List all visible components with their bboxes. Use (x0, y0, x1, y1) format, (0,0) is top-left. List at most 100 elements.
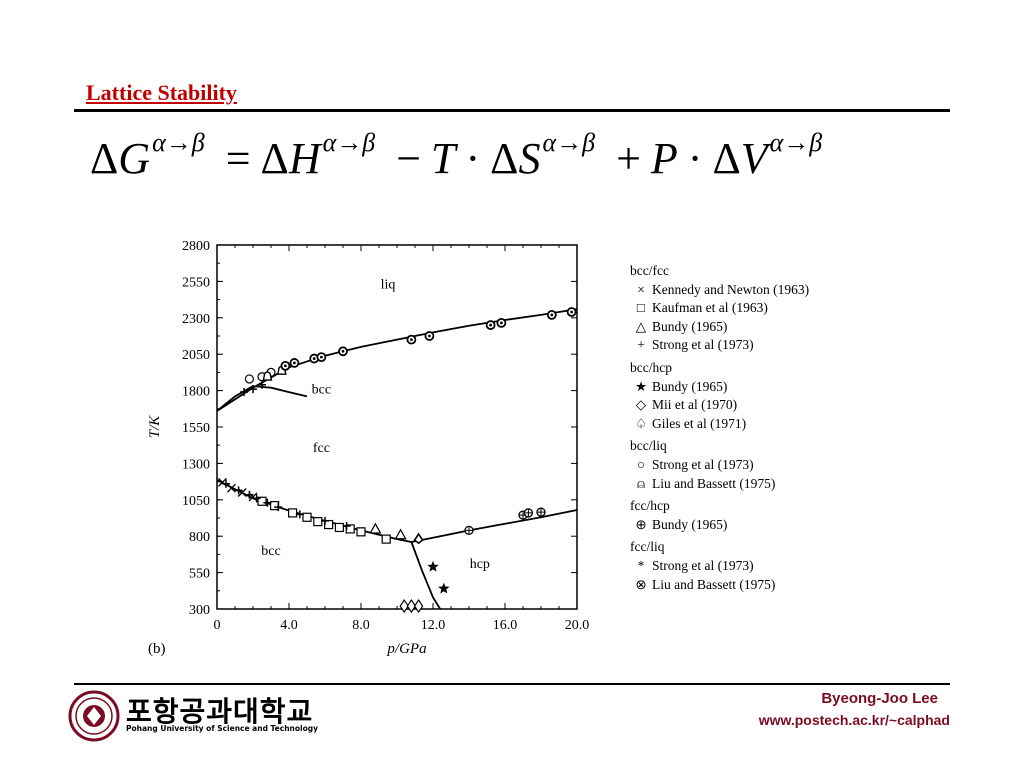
legend-label: Strong et al (1973) (652, 557, 754, 573)
y-tick-label: 1050 (182, 494, 210, 509)
legend-item: ⍝ Liu and Bassett (1975) (630, 475, 890, 494)
delta-symbol: Δ (712, 134, 741, 183)
eq-plus: + (616, 134, 641, 183)
data-point (262, 371, 273, 381)
data-point (413, 532, 424, 545)
eq-term-p: P (650, 134, 678, 183)
legend-item: * Strong et al (1973) (630, 557, 890, 576)
data-point-cross (524, 508, 533, 517)
eq-dot: · (687, 134, 703, 183)
slide-title: Lattice Stability (86, 80, 237, 105)
y-tick-label: 1800 (182, 385, 210, 400)
eq-sup-1: α→β (152, 128, 205, 157)
data-point-center (570, 310, 573, 314)
region-label: liq (381, 278, 396, 293)
data-point-cross (537, 508, 545, 517)
legend-marker-icon: ◇ (635, 397, 647, 413)
x-tick-label: 20.0 (565, 618, 590, 633)
legend-marker-icon: ★ (634, 378, 648, 394)
university-seal-icon (68, 690, 120, 742)
data-point (313, 517, 323, 527)
data-point (245, 490, 254, 499)
legend-item: □ Kaufman et al (1963) (630, 299, 890, 318)
legend-label: Bundy (1965) (652, 516, 728, 532)
eq-minus: − (396, 134, 422, 183)
eq-term-s: S (518, 134, 541, 183)
legend-item: ○ Strong et al (1973) (630, 456, 890, 475)
data-point-center (341, 349, 345, 353)
legend-item: ◇ Mii et al (1970) (630, 396, 890, 415)
region-label: bcc (261, 544, 280, 559)
eq-sup-4: α→β (769, 128, 823, 157)
data-point-center (320, 355, 323, 359)
legend-marker-icon: + (637, 337, 645, 353)
data-point (258, 380, 266, 389)
eq-term-t: T (431, 134, 456, 183)
legend-item: ♤ Giles et al (1971) (630, 415, 890, 434)
phase-diagram-svg: 2800 2550 2300 2050 1800 1550 1300 1050 800 550 30… (147, 239, 590, 657)
eq-term-h: H (288, 134, 321, 183)
legend-label: Giles et al (1971) (652, 415, 747, 431)
data-point (249, 385, 257, 394)
x-tick-label: 12.0 (421, 618, 446, 633)
legend-marker-icon: ♤ (634, 415, 648, 431)
legend-marker-icon: ⊕ (635, 516, 647, 532)
legend-group-header: bcc/fcc (630, 263, 669, 278)
legend-marker-icon: △ (635, 318, 647, 334)
data-point (356, 527, 366, 537)
delta-symbol: Δ (260, 134, 289, 183)
data-point (288, 508, 298, 518)
legend-label: Kennedy and Newton (1963) (652, 281, 810, 297)
data-point-center (428, 334, 431, 338)
data-point (257, 496, 267, 506)
legend-item: ⊗ Liu and Bassett (1975) (630, 576, 890, 595)
legend-item: ⊕ Bundy (1965) (630, 516, 890, 535)
data-point (406, 599, 417, 614)
data-point-center (284, 364, 287, 368)
data-point (234, 486, 243, 495)
footer-url: www.postech.ac.kr/~calphad (758, 712, 950, 728)
legend-marker-icon: × (637, 281, 645, 297)
data-point (427, 560, 439, 572)
legend-item: + Strong et al (1973) (630, 336, 890, 355)
university-name-en: Pohang University of Science and Technol… (126, 724, 319, 733)
title-rule (74, 109, 950, 112)
eq-sup-2: α→β (322, 128, 376, 157)
data-point (399, 599, 409, 614)
legend-group-header: fcc/liq (630, 539, 665, 555)
legend-label: Strong et al (1973) (652, 456, 754, 472)
region-label: bcc (312, 383, 331, 398)
data-point (302, 512, 312, 522)
phase-boundary-fcc-hcp (411, 509, 578, 543)
legend-group-header: fcc/hcp (630, 498, 670, 514)
x-axis-label: p/GPa (386, 641, 426, 657)
legend-label: Liu and Bassett (1975) (652, 475, 776, 491)
x-tick-label: 0 (214, 618, 221, 633)
legend-item: △ Bundy (1965) (630, 318, 890, 337)
data-point-center (312, 357, 316, 360)
data-point-center (550, 313, 554, 317)
data-point (342, 522, 351, 531)
y-tick-label: 1300 (182, 457, 210, 472)
legend-item: ★ Bundy (1965) (630, 378, 890, 397)
data-point (274, 503, 283, 512)
phase-boundary-bcc-fcc-high (216, 385, 308, 412)
author-name: Byeong-Joo Lee (821, 690, 938, 707)
region-label: fcc (313, 441, 330, 456)
phase-boundary-liquidus (216, 308, 578, 412)
data-point (394, 528, 407, 540)
data-point-center (410, 338, 413, 342)
legend-marker-icon: * (637, 557, 645, 573)
university-name-kr: 포항공과대학교 (126, 695, 314, 728)
legend-label: Strong et al (1973) (652, 337, 754, 353)
y-tick-label: 2550 (182, 275, 210, 290)
y-axis-label: T/K (147, 415, 163, 439)
x-tick-label: 16.0 (493, 618, 518, 633)
x-tick-label: 8.0 (352, 618, 370, 633)
data-point (222, 479, 230, 488)
data-point (226, 483, 236, 493)
eq-dot: · (465, 134, 481, 183)
data-point-cross (465, 526, 473, 535)
chart-legend: bcc/fcc × Kennedy and Newton (1963) □ Kaufma… (630, 262, 890, 594)
legend-label: Bundy (1965) (652, 378, 728, 394)
